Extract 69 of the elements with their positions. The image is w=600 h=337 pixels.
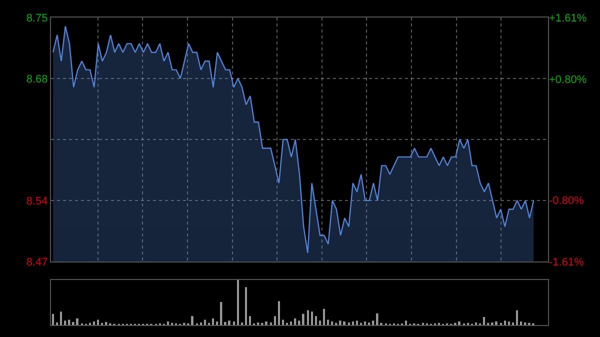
bar	[294, 318, 296, 326]
y-tick-label: 8.47	[26, 256, 48, 268]
bar	[405, 320, 408, 326]
bar	[376, 313, 378, 326]
bar	[307, 310, 309, 326]
bar	[331, 322, 334, 326]
bar	[245, 287, 247, 326]
bar	[167, 322, 169, 326]
bar	[356, 320, 358, 326]
bar	[483, 317, 486, 326]
bar	[76, 318, 78, 326]
bar	[327, 320, 329, 326]
bar	[97, 320, 99, 326]
bar	[191, 316, 194, 326]
y2-tick-label: +1.61%	[549, 12, 587, 24]
bar	[516, 310, 518, 326]
bar	[204, 320, 206, 326]
bar	[56, 322, 58, 326]
bar	[68, 320, 70, 326]
bar	[290, 322, 292, 326]
bar	[270, 322, 272, 326]
bar	[508, 322, 510, 326]
bar	[93, 322, 95, 326]
bar	[311, 312, 313, 326]
bar	[216, 322, 218, 326]
bar	[520, 322, 522, 326]
y2-tick-label: -0.80%	[549, 194, 584, 207]
bar	[265, 322, 268, 326]
y2-tick-label: -1.61%	[549, 256, 584, 268]
bar	[233, 322, 235, 326]
bar	[491, 322, 494, 326]
bar	[315, 316, 317, 326]
bar	[372, 320, 374, 326]
bar	[237, 280, 239, 326]
bar	[249, 316, 251, 326]
y2-tick-label: +0.80%	[549, 74, 587, 86]
bar	[339, 320, 342, 326]
bar	[282, 320, 284, 326]
bar	[224, 322, 226, 326]
bar	[348, 322, 350, 326]
bar	[278, 301, 280, 326]
bar	[298, 320, 300, 326]
bar	[274, 316, 276, 326]
bar	[352, 322, 354, 326]
bar	[212, 318, 214, 326]
bar	[241, 322, 243, 326]
bar	[228, 320, 230, 326]
bar	[504, 320, 506, 326]
bar	[454, 322, 456, 326]
bar	[368, 322, 370, 326]
bar	[458, 322, 460, 326]
y-tick-label: 8.75	[26, 12, 48, 24]
y-tick-label: 8.54	[26, 195, 48, 208]
bar	[512, 322, 514, 326]
bar	[475, 322, 477, 326]
bar	[343, 322, 346, 326]
bar	[319, 320, 321, 326]
bar	[364, 322, 366, 326]
bar	[60, 312, 62, 326]
bar	[495, 322, 498, 326]
bar	[200, 322, 202, 326]
bar	[64, 320, 66, 326]
y-tick-label: 8.68	[26, 73, 48, 86]
bar	[72, 322, 74, 326]
bar	[52, 314, 54, 326]
bar	[302, 314, 304, 326]
bar	[323, 308, 325, 326]
bar	[261, 322, 264, 326]
bar	[220, 302, 222, 326]
